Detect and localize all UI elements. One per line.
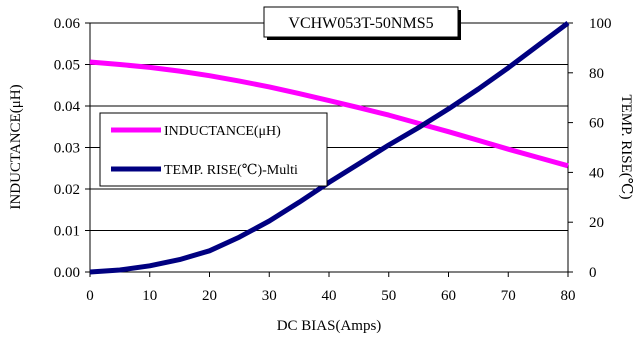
series-lines <box>89 20 570 275</box>
y-right-tick-label: 100 <box>589 16 612 32</box>
y-left-tick-label: 0.01 <box>54 224 80 240</box>
y-left-tick-label: 0.05 <box>54 58 80 74</box>
legend-label-inductance: INDUCTANCE(μH) <box>164 124 281 139</box>
x-tick-label: 60 <box>441 288 456 304</box>
y-left-tick-label: 0.03 <box>54 141 80 157</box>
y-left-tick-label: 0.06 <box>54 16 81 32</box>
x-axis-label: DC BIAS(Amps) <box>277 318 382 334</box>
chart-title-box: VCHW053T-50NMS5 <box>263 6 461 40</box>
x-tick-label: 50 <box>381 288 396 304</box>
x-tick-label: 20 <box>202 288 217 304</box>
legend: INDUCTANCE(μH) TEMP. RISE(℃)-Multi <box>99 112 328 187</box>
inductance-line <box>89 59 569 169</box>
x-tick-label: 10 <box>142 288 157 304</box>
chart-title: VCHW053T-50NMS5 <box>288 15 433 32</box>
x-tick-label: 70 <box>501 288 516 304</box>
y-right-axis-label: TEMP. RISE(℃) <box>618 94 633 199</box>
y-right-tick-label: 0 <box>589 265 597 281</box>
x-tick-label: 80 <box>561 288 576 304</box>
x-tick-label: 0 <box>86 288 94 304</box>
y-left-tick-label: 0.00 <box>54 265 80 281</box>
temp-rise-line <box>89 20 570 275</box>
y-left-tick-label: 0.02 <box>54 182 80 198</box>
y-left-axis-ticks: 0.00 0.01 0.02 0.03 0.04 0.05 0.06 <box>54 16 90 281</box>
y-right-tick-label: 20 <box>589 215 604 231</box>
y-right-tick-label: 40 <box>589 165 604 181</box>
x-tick-label: 30 <box>262 288 277 304</box>
legend-label-temp-rise: TEMP. RISE(℃)-Multi <box>164 163 298 178</box>
y-right-axis-ticks: 0 20 40 60 80 100 <box>568 16 612 281</box>
y-left-tick-label: 0.04 <box>54 99 81 115</box>
y-left-axis-label: INDUCTANCE(μH) <box>8 84 24 209</box>
x-tick-label: 40 <box>322 288 337 304</box>
y-right-tick-label: 60 <box>589 116 604 132</box>
x-axis-ticks: 0 10 20 30 40 50 60 70 80 <box>86 272 576 304</box>
y-right-tick-label: 80 <box>589 66 604 82</box>
